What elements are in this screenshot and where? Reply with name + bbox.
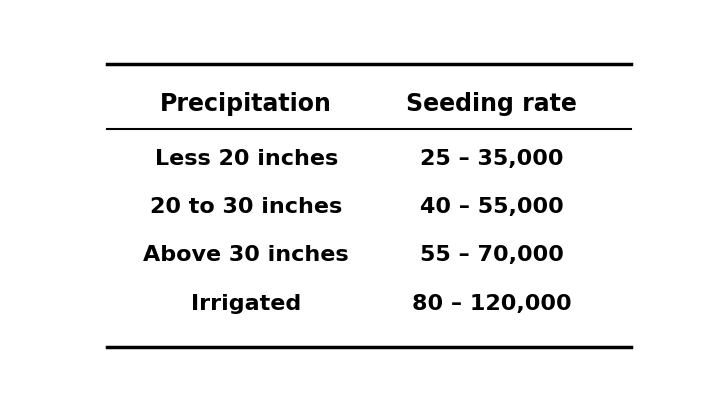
Text: Above 30 inches: Above 30 inches [143, 245, 349, 265]
Text: 25 – 35,000: 25 – 35,000 [420, 149, 564, 169]
Text: 20 to 30 inches: 20 to 30 inches [150, 197, 343, 217]
Text: Irrigated: Irrigated [191, 294, 302, 314]
Text: Seeding rate: Seeding rate [406, 93, 577, 116]
Text: 55 – 70,000: 55 – 70,000 [420, 245, 564, 265]
Text: 40 – 55,000: 40 – 55,000 [420, 197, 564, 217]
Text: Precipitation: Precipitation [161, 93, 332, 116]
Text: 80 – 120,000: 80 – 120,000 [412, 294, 572, 314]
Text: Less 20 inches: Less 20 inches [155, 149, 338, 169]
